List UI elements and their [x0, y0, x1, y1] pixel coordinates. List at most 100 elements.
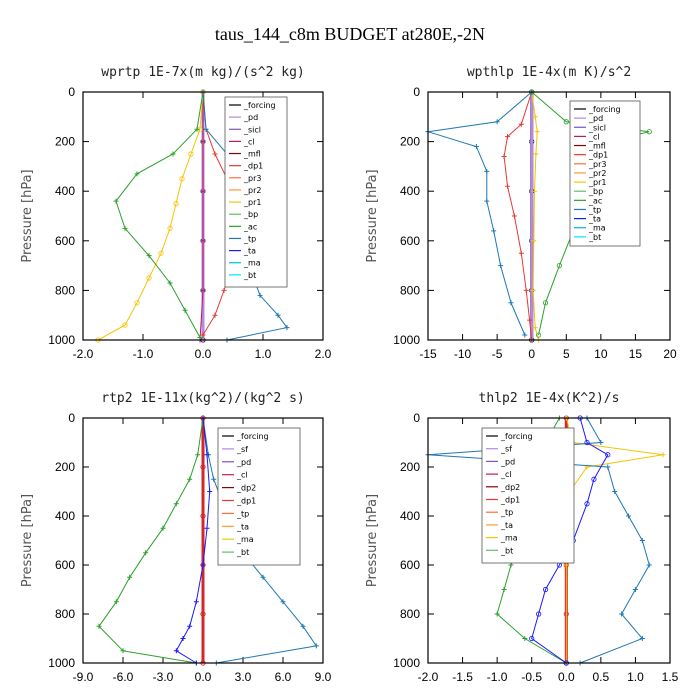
legend-label: _dp1	[243, 162, 263, 171]
series-point	[113, 198, 119, 204]
x-tick-label: 0	[528, 347, 535, 361]
series-point	[605, 464, 611, 470]
series-point	[182, 307, 188, 313]
series-point	[660, 452, 666, 458]
series-point	[536, 332, 542, 338]
x-tick-label: 2.0	[315, 347, 332, 361]
legend-label: _sf	[500, 445, 512, 454]
series-point	[193, 599, 199, 605]
series-point	[200, 139, 206, 145]
legend-label: _dp1	[588, 151, 608, 160]
series-point	[134, 171, 140, 177]
y-axis-label: Pressure [hPa]	[20, 494, 35, 587]
series-point	[619, 611, 625, 617]
series-point	[204, 452, 210, 458]
series-point	[127, 574, 133, 580]
x-tick-label: -6.0	[113, 670, 134, 684]
x-tick-label: -2.0	[418, 670, 439, 684]
legend-label: _dp1	[236, 497, 256, 506]
series-point	[204, 525, 210, 531]
series-point	[612, 489, 618, 494]
y-tick-label: 800	[55, 283, 75, 297]
legend-label: _forcing	[236, 432, 269, 441]
series-point	[134, 300, 140, 306]
series-point	[491, 228, 497, 234]
legend: _forcing _sf _pd _cl _dp2 _dp1 _tp _ta _ma _bt	[481, 427, 575, 564]
legend-label: _dp1	[500, 496, 520, 505]
series-point	[530, 287, 536, 293]
legend-label: _pr3	[243, 174, 261, 183]
legend-label: _pd	[243, 113, 258, 122]
series-point	[494, 611, 500, 617]
series-point	[200, 464, 206, 470]
series-point	[639, 538, 645, 543]
series-point	[113, 599, 119, 605]
y-tick-label: 0	[413, 85, 420, 99]
x-tick-label: 0.0	[558, 670, 575, 684]
x-tick-label: 0.0	[195, 670, 212, 684]
series-dp1-line	[503, 91, 533, 341]
x-tick-label: 10	[594, 347, 608, 361]
series-point	[484, 168, 490, 174]
legend-label: _pr3	[588, 160, 606, 169]
panel-2: wpthlp 1E-4x(m K)/s^2 Pressure [hPa] -15 -1…	[365, 65, 677, 361]
legend: _forcing _pd _sicl _cl _mfl _dp1 _pr3 _pr2 _pr1 _…	[224, 96, 288, 288]
figure-title: taus_144_c8m BUDGET at280E,-2N	[215, 24, 485, 44]
series-point	[505, 134, 511, 140]
series-point	[522, 636, 528, 641]
series-point	[632, 587, 638, 592]
legend-box	[217, 427, 301, 566]
series-point	[260, 574, 266, 580]
panel-3: rtp2 1E-11x(kg^2)/(kg^2 s) Pressure [hPa]…	[20, 391, 332, 684]
series-point	[529, 139, 535, 145]
x-tick-label: 3.0	[235, 670, 252, 684]
x-tick-label: 1.0	[627, 670, 644, 684]
series-point	[200, 287, 206, 293]
legend-label: _tp	[243, 234, 256, 243]
x-tick-label: 20	[663, 347, 677, 361]
legend-label: _cl	[243, 137, 255, 146]
panel-title: wprtp 1E-7x(m kg)/(s^2 kg)	[101, 65, 305, 80]
legend-label: _ta	[236, 522, 249, 531]
legend-label: _dp2	[500, 483, 520, 492]
plot-frame	[82, 417, 324, 664]
y-tick-label: 600	[55, 234, 75, 248]
x-tick-label: -0.5	[521, 670, 542, 684]
legend-label: _tp	[500, 508, 513, 517]
legend-label: _ta	[243, 247, 256, 256]
series-point	[173, 201, 179, 207]
series-point	[200, 562, 206, 568]
plot-frame	[427, 417, 671, 664]
x-tick-label: 9.0	[315, 670, 332, 684]
legend-box	[569, 100, 641, 247]
legend-label: _pd	[236, 458, 251, 467]
series-point	[146, 253, 152, 259]
legend-label: _tp	[236, 509, 249, 518]
series-point	[167, 225, 173, 231]
x-tick-label: -1.0	[487, 670, 508, 684]
series-point	[146, 275, 152, 281]
series-point	[498, 263, 504, 269]
series-point	[532, 325, 538, 331]
y-tick-label: 600	[400, 558, 420, 572]
series-point	[96, 623, 102, 629]
series-point	[120, 648, 126, 654]
series-point	[212, 151, 218, 157]
legend-label: _bp	[243, 210, 258, 219]
series-point	[221, 287, 227, 293]
legend-label: _tp	[588, 205, 601, 214]
plot-frame	[427, 91, 671, 341]
series-point	[195, 452, 201, 458]
y-tick-label: 400	[400, 509, 420, 523]
series-point	[203, 126, 209, 132]
legend-label: _pr2	[588, 169, 606, 178]
panel-title: thlp2 1E-4x(K^2)/s	[479, 391, 620, 406]
panel-4: thlp2 1E-4x(K^2)/s Pressure [hPa] -2.0 -1.5…	[365, 391, 679, 684]
legend-label: _pr2	[243, 186, 261, 195]
x-tick-label: -2.0	[73, 347, 94, 361]
y-tick-label: 600	[55, 558, 75, 572]
legend-box	[481, 427, 575, 564]
series-point	[591, 476, 597, 482]
x-tick-label: -9.0	[73, 670, 94, 684]
legend-label: _ma	[243, 259, 261, 268]
